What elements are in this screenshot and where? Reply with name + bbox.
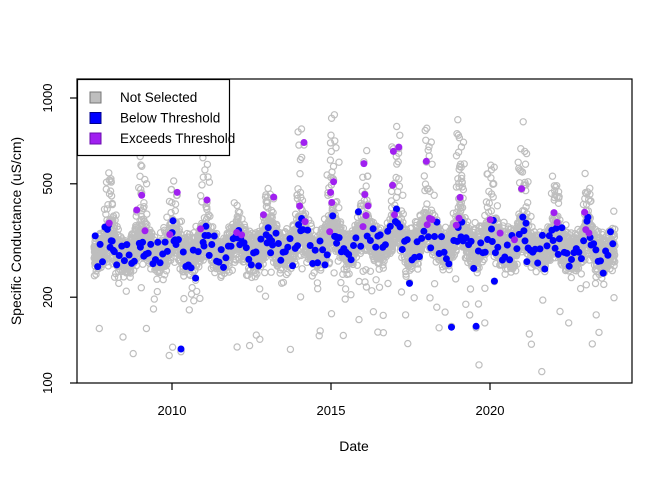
y-tick-label: 500 bbox=[40, 173, 55, 195]
y-tick-label: 200 bbox=[40, 286, 55, 308]
legend-swatch-below-threshold bbox=[89, 112, 102, 124]
legend-swatch-exceeds-threshold bbox=[89, 132, 102, 145]
y-axis-ticks: 100 200 500 1000 bbox=[40, 84, 77, 394]
y-tick-label: 100 bbox=[40, 372, 55, 394]
y-axis-title: Specific Conductance (uS/cm) bbox=[8, 137, 24, 325]
legend-label-below-threshold: Below Threshold bbox=[120, 111, 220, 126]
x-tick-label: 2015 bbox=[317, 403, 346, 418]
legend-label-exceeds-threshold: Exceeds Threshold bbox=[120, 131, 235, 146]
legend-box bbox=[76, 78, 231, 157]
legend-swatch-not-selected bbox=[89, 91, 102, 104]
x-axis-ticks: 2010 2015 2020 bbox=[158, 383, 505, 418]
exceeds-threshold-points bbox=[105, 139, 593, 244]
x-tick-label: 2010 bbox=[158, 403, 187, 418]
below-threshold-points bbox=[91, 205, 617, 353]
x-axis-title: Date bbox=[339, 438, 369, 454]
y-tick-label: 1000 bbox=[40, 84, 55, 113]
legend-label-not-selected: Not Selected bbox=[120, 90, 197, 105]
plot-frame bbox=[76, 78, 633, 384]
x-tick-label: 2020 bbox=[476, 403, 505, 418]
legend: Not Selected Below Threshold Exceeds Thr… bbox=[76, 78, 235, 157]
